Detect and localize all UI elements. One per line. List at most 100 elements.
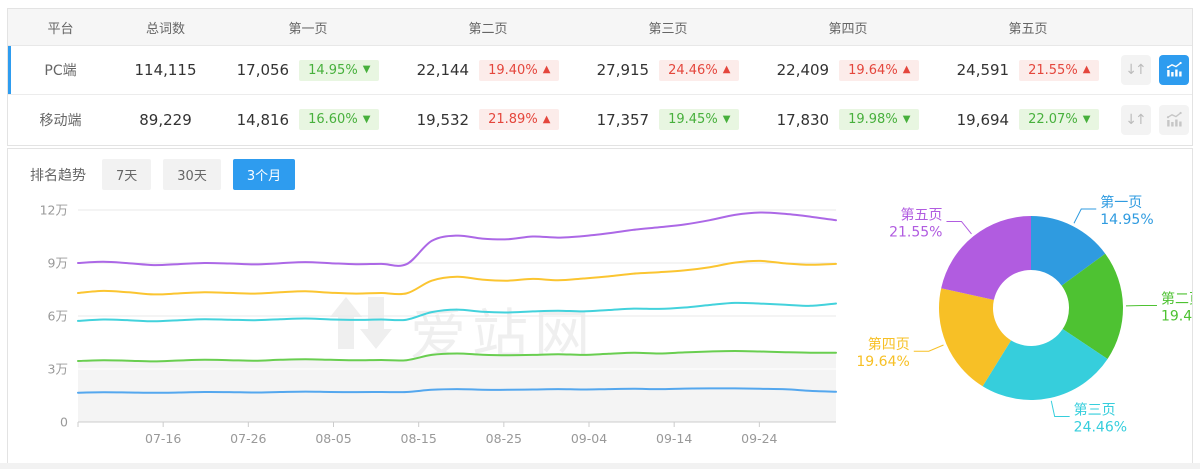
keyword-count: 17,357	[596, 110, 650, 129]
page4-cell: 17,830 19.98% ▼	[758, 109, 938, 130]
trend-arrow-icon: ▲	[902, 64, 911, 75]
change-badge: 19.64% ▲	[839, 59, 920, 81]
keyword-count: 19,694	[956, 110, 1010, 129]
page1-cell: 14,816 16.60% ▼	[218, 109, 398, 130]
col-header-page1: 第一页	[288, 21, 328, 37]
pie-slice-第二页[interactable]	[1061, 253, 1123, 359]
trend-arrow-icon: ▼	[722, 113, 731, 125]
x-tick-label: 08-05	[315, 431, 351, 446]
trend-arrow-icon: ▼	[362, 113, 371, 125]
x-tick-label: 07-26	[230, 431, 266, 446]
pie-label-name: 第三页	[1074, 401, 1116, 418]
x-tick-label: 08-25	[486, 431, 522, 446]
page4-cell: 22,409 19.64% ▲	[758, 59, 938, 81]
keyword-count: 22,409	[776, 61, 830, 79]
trend-arrow-icon: ▲	[1082, 64, 1091, 75]
pie-label-pct: 24.46%	[1074, 419, 1127, 435]
change-badge: 16.60% ▼	[299, 109, 380, 130]
trend-arrow-icon: ▲	[722, 64, 731, 75]
x-tick-label: 09-04	[571, 431, 607, 446]
x-tick-label: 09-14	[656, 431, 692, 446]
keyword-count: 19,532	[416, 110, 470, 129]
keyword-count: 27,915	[596, 61, 650, 79]
tab-7-days[interactable]: 7天	[102, 159, 152, 190]
table-row-pc[interactable]: PC端 114,115 17,056 14.95% ▼ 22,144 19.40%…	[8, 46, 1192, 95]
page3-cell: 27,915 24.46% ▲	[578, 59, 758, 81]
change-badge: 21.55% ▲	[1019, 59, 1100, 81]
pie-leader-line	[1050, 400, 1070, 417]
page1-cell: 17,056 14.95% ▼	[218, 59, 398, 81]
y-tick-label: 6万	[48, 309, 68, 324]
total-keywords: 114,115	[134, 61, 197, 79]
keyword-count: 22,144	[416, 61, 470, 79]
col-header-total: 总词数	[145, 21, 185, 37]
pie-slice-第五页[interactable]	[941, 216, 1031, 300]
trend-toolbar: 排名趋势 7天 30天 3个月	[8, 149, 1192, 190]
pie-label-pct: 14.95%	[1100, 212, 1153, 228]
area-fill	[78, 351, 836, 422]
trend-arrow-icon: ▼	[902, 113, 911, 125]
pie-slice-第三页[interactable]	[982, 329, 1108, 400]
tab-30-days[interactable]: 30天	[163, 159, 221, 190]
keyword-count: 24,591	[956, 61, 1010, 79]
series-line-第一页+第二页	[77, 350, 837, 363]
pie-label-name: 第四页	[868, 336, 910, 353]
trend-section: 排名趋势 7天 30天 3个月 爱站网 07-16 07-26 08-05 08-15…	[7, 148, 1193, 464]
change-badge: 19.98% ▼	[839, 109, 920, 130]
change-badge: 24.46% ▲	[659, 59, 740, 81]
pie-label-name: 第一页	[1100, 194, 1142, 211]
change-badge: 19.40% ▲	[479, 59, 560, 81]
sort-arrows-icon[interactable]: ↓↑	[1121, 104, 1151, 135]
pie-label-pct: 19.64%	[858, 354, 910, 370]
page5-cell: 19,694 22.07% ▼	[938, 109, 1118, 130]
pie-leader-line	[946, 220, 972, 235]
tab-3-months[interactable]: 3个月	[232, 159, 296, 190]
trend-arrow-icon: ▼	[1082, 113, 1091, 125]
pie-slice-第一页[interactable]	[1031, 216, 1106, 286]
sort-arrows-icon[interactable]: ↓↑	[1121, 55, 1151, 85]
keyword-count: 17,830	[776, 110, 830, 129]
aizhan-arrows-logo-icon	[330, 297, 392, 349]
pie-slice-第四页[interactable]	[939, 288, 1012, 387]
pie-label-pct: 21.55%	[889, 224, 942, 240]
col-header-page5: 第五页	[1008, 21, 1048, 37]
trend-arrow-icon: ▼	[362, 64, 371, 75]
series-line-第一页~第四页	[77, 259, 837, 296]
trend-line-chart: 爱站网 07-16 07-26 08-05 08-15 08-25 09-04 09-14 0…	[40, 203, 837, 446]
change-badge: 14.95% ▼	[299, 59, 380, 81]
y-tick-label: 3万	[48, 362, 68, 377]
table-row-mobile[interactable]: 移动端 89,229 14,816 16.60% ▼ 19,532 21.89% ▲…	[8, 95, 1192, 144]
page2-cell: 19,532 21.89% ▲	[398, 109, 578, 130]
trend-arrow-icon: ▲	[542, 64, 551, 75]
keyword-count: 17,056	[236, 61, 290, 79]
page2-cell: 22,144 19.40% ▲	[398, 59, 578, 81]
x-tick-label: 09-24	[741, 431, 777, 446]
col-header-page2: 第二页	[468, 21, 508, 37]
series-line-第一页~第三页	[77, 301, 837, 323]
x-tick-label: 07-16	[145, 431, 181, 446]
change-badge: 22.07% ▼	[1019, 109, 1100, 130]
bar-chart-icon[interactable]	[1159, 104, 1189, 135]
change-badge: 19.45% ▼	[659, 109, 740, 130]
charts-area: 爱站网 07-16 07-26 08-05 08-15 08-25 09-04 09-14 0…	[8, 185, 1192, 464]
series-line-第一页	[77, 387, 837, 394]
total-keywords: 89,229	[139, 110, 192, 129]
pie-leader-line	[1073, 208, 1097, 224]
col-header-page4: 第四页	[828, 21, 868, 37]
table-header-row: 平台 总词数 第一页 第二页 第三页 第四页 第五页	[8, 9, 1192, 46]
y-tick-label: 9万	[48, 256, 68, 271]
pie-leader-line	[913, 344, 944, 352]
change-badge: 21.89% ▲	[479, 109, 560, 130]
page5-cell: 24,591 21.55% ▲	[938, 59, 1118, 81]
col-header-platform: 平台	[47, 21, 74, 37]
page-background-strip	[0, 463, 1200, 469]
platform-label: PC端	[44, 63, 77, 79]
ranking-table: 平台 总词数 第一页 第二页 第三页 第四页 第五页 PC端 114,115 1…	[7, 8, 1193, 146]
y-tick-label: 0	[60, 415, 68, 430]
col-header-page3: 第三页	[648, 21, 688, 37]
y-tick-label: 12万	[40, 203, 68, 218]
keyword-count: 14,816	[236, 110, 290, 129]
bar-chart-icon[interactable]	[1159, 55, 1189, 85]
